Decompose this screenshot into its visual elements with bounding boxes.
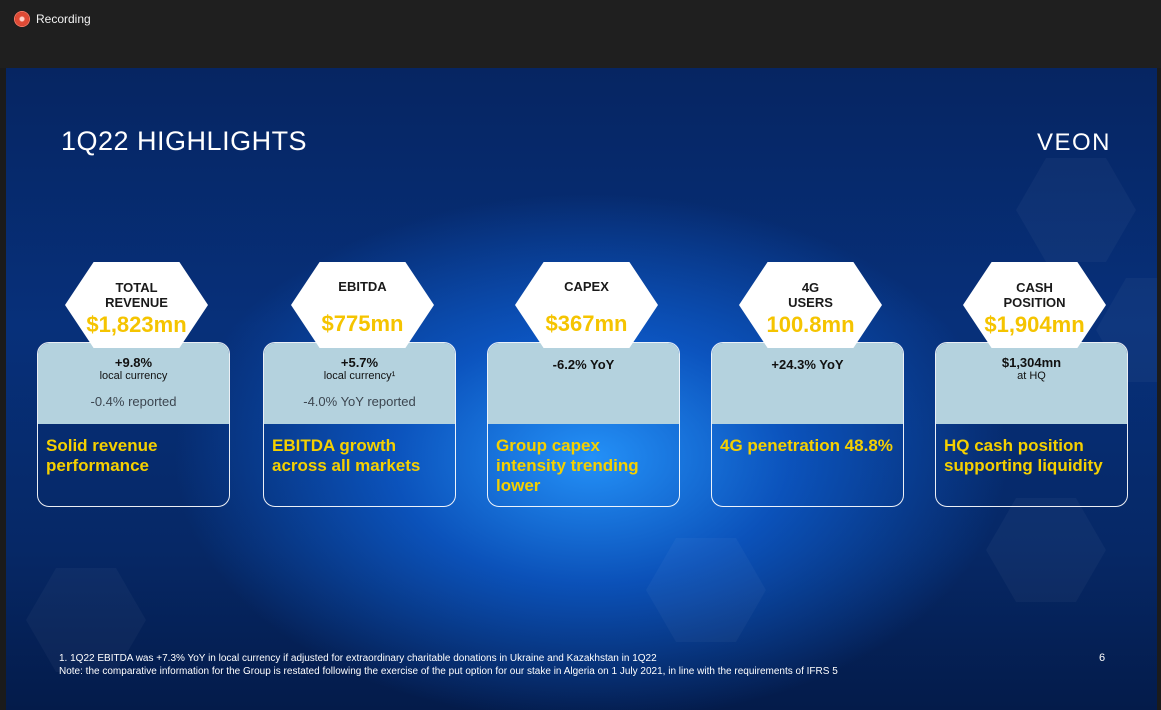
highlight-card-ebitda: +5.7% local currency¹ -4.0% YoY reported… [263, 342, 456, 507]
metric-value: 100.8mn [766, 312, 855, 337]
metric-label: CAPEX [515, 279, 658, 294]
card-caption: Group capex intensity trending lower [496, 436, 639, 495]
card-change-note: at HQ [1017, 370, 1046, 382]
metric-hexagon-capex: CAPEX $367mn [515, 262, 658, 348]
metric-label-line: 4G [801, 280, 820, 295]
metric-label: CASH POSITION [963, 280, 1106, 310]
card-caption: Solid revenue performance [46, 436, 158, 475]
background-hexagon [646, 538, 766, 642]
card-change-note: local currency¹ [323, 370, 396, 382]
page-number: 6 [1099, 652, 1106, 664]
card-change: +9.8% [114, 355, 153, 370]
metric-value: $367mn [545, 311, 628, 336]
footnote-note: Note: the comparative information for th… [59, 666, 838, 677]
metric-label-line: EBITDA [338, 279, 387, 294]
metric-label-line: USERS [788, 295, 833, 310]
metric-label-line: TOTAL [115, 280, 158, 295]
metric-hexagon-4g-users: 4G USERS 100.8mn [739, 262, 882, 348]
metric-hexagon-cash-position: CASH POSITION $1,904mn [963, 262, 1106, 348]
card-caption: HQ cash position supporting liquidity [944, 436, 1103, 475]
metric-value: $1,904mn [984, 312, 1085, 337]
card-reported: -0.4% reported [90, 394, 177, 409]
metric-label: EBITDA [291, 279, 434, 294]
card-change-note: local currency [99, 370, 168, 382]
metric-value: $1,823mn [86, 312, 187, 337]
presentation-slide: 1Q22 HIGHLIGHTS VEON +9.8% local currenc… [6, 68, 1157, 710]
recording-titlebar: Recording [0, 0, 1161, 68]
footnote-1: 1. 1Q22 EBITDA was +7.3% YoY in local cu… [59, 653, 657, 664]
metric-label-line: CAPEX [564, 279, 609, 294]
card-change: -6.2% YoY [552, 357, 615, 372]
recording-label: Recording [36, 12, 91, 26]
metric-label-line: CASH [1016, 280, 1053, 295]
metric-hexagon-ebitda: EBITDA $775mn [291, 262, 434, 348]
footnotes: 1. 1Q22 EBITDA was +7.3% YoY in local cu… [59, 652, 1079, 678]
metric-label-line: REVENUE [105, 295, 168, 310]
highlight-card-4g-users: +24.3% YoY 4G penetration 48.8% [711, 342, 904, 507]
card-change: +5.7% [340, 355, 379, 370]
highlight-card-total-revenue: +9.8% local currency -0.4% reported Soli… [37, 342, 230, 507]
card-change: $1,304mn [1001, 355, 1062, 370]
metric-label: 4G USERS [739, 280, 882, 310]
metric-label: TOTAL REVENUE [65, 280, 208, 310]
background-hexagon [986, 498, 1106, 602]
card-metric-band: $1,304mn at HQ [936, 343, 1127, 424]
card-metric-band: +9.8% local currency -0.4% reported [38, 343, 229, 424]
card-metric-band: +24.3% YoY [712, 343, 903, 424]
metric-label-line: POSITION [1003, 295, 1066, 310]
highlight-card-cash-position: $1,304mn at HQ HQ cash position supporti… [935, 342, 1128, 507]
card-change: +24.3% YoY [771, 357, 844, 372]
card-reported: -4.0% YoY reported [303, 394, 416, 409]
slide-title: 1Q22 HIGHLIGHTS [61, 126, 308, 156]
highlight-card-capex: -6.2% YoY Group capex intensity trending… [487, 342, 680, 507]
record-icon[interactable] [15, 12, 29, 26]
card-caption: 4G penetration 48.8% [720, 436, 893, 455]
card-metric-band: +5.7% local currency¹ -4.0% YoY reported [264, 343, 455, 424]
metric-value: $775mn [321, 311, 404, 336]
card-caption: EBITDA growth across all markets [272, 436, 421, 475]
metric-hexagon-total-revenue: TOTAL REVENUE $1,823mn [65, 262, 208, 348]
veon-logo: VEON [1037, 129, 1112, 156]
card-metric-band: -6.2% YoY [488, 343, 679, 424]
background-hexagon [1016, 158, 1136, 262]
